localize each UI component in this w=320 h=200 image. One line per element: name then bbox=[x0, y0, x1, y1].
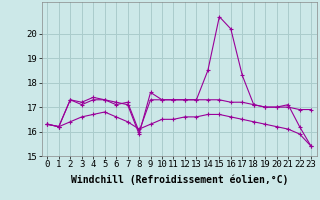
X-axis label: Windchill (Refroidissement éolien,°C): Windchill (Refroidissement éolien,°C) bbox=[70, 175, 288, 185]
